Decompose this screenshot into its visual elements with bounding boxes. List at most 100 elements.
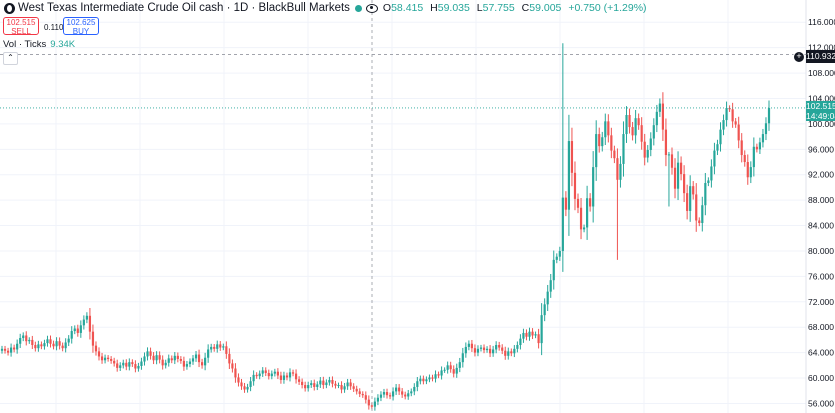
- symbol-legend[interactable]: West Texas Intermediate Crude Oil cash ·…: [0, 0, 651, 16]
- candle: [182, 356, 185, 371]
- candle-body: [116, 363, 119, 368]
- candle: [485, 346, 489, 353]
- candle-body: [122, 362, 125, 366]
- candle: [200, 358, 204, 369]
- candle: [595, 120, 598, 181]
- candle: [243, 382, 246, 393]
- add-price-level-button[interactable]: +: [793, 51, 805, 63]
- candle: [664, 118, 668, 167]
- candle: [579, 197, 583, 240]
- volume-legend[interactable]: Vol · Ticks 9.34K: [3, 39, 75, 50]
- candle: [119, 362, 122, 372]
- candle-body: [689, 186, 692, 211]
- candle: [125, 359, 128, 371]
- candle-body: [70, 331, 73, 339]
- candle-body: [185, 364, 189, 367]
- candle-body: [507, 351, 510, 356]
- last-price-label: 102.515 14:49:04: [806, 101, 835, 121]
- candle: [91, 324, 95, 353]
- candle: [413, 383, 416, 396]
- candle-body: [182, 360, 185, 367]
- candle-body: [382, 392, 386, 395]
- candle: [549, 273, 552, 298]
- candle-body: [264, 370, 267, 373]
- price-tick-label: 92.000: [808, 170, 834, 180]
- candle-body: [43, 343, 46, 347]
- candle-body: [719, 129, 722, 145]
- symbol-title[interactable]: West Texas Intermediate Crude Oil cash ·…: [18, 2, 350, 14]
- buy-button[interactable]: 102.625 BUY: [63, 17, 99, 35]
- candle: [167, 354, 170, 367]
- candle: [225, 341, 228, 359]
- candle: [34, 341, 37, 352]
- candle-body: [764, 123, 768, 135]
- candle: [237, 373, 240, 387]
- volume-legend-label: Vol · Ticks: [3, 39, 47, 50]
- candle-body: [740, 140, 743, 156]
- candle: [683, 165, 686, 203]
- candle-body: [495, 345, 498, 350]
- candle-body: [470, 343, 474, 349]
- candle-body: [385, 392, 389, 396]
- candle-body: [358, 391, 361, 394]
- candle-body: [613, 150, 616, 159]
- candle-body: [307, 385, 310, 389]
- candle-body: [158, 355, 161, 360]
- candle-body: [113, 360, 116, 364]
- candle: [352, 383, 355, 392]
- candle-body: [449, 365, 452, 370]
- candle-body: [234, 368, 237, 378]
- candle-body: [758, 142, 762, 150]
- candle: [276, 368, 279, 380]
- candle: [210, 343, 213, 353]
- sell-button[interactable]: 102.515 SELL: [3, 17, 39, 35]
- candle-body: [655, 111, 658, 126]
- candle-body: [364, 395, 367, 400]
- price-tick-label: 96.000: [808, 144, 834, 154]
- candle: [301, 378, 304, 389]
- candle: [649, 132, 652, 157]
- candle-body: [3, 348, 7, 351]
- candle-body: [37, 344, 40, 349]
- candle-body: [25, 335, 28, 342]
- candle-body: [476, 348, 480, 353]
- candle-body: [110, 358, 113, 361]
- candle-body: [610, 135, 613, 151]
- candle: [467, 340, 470, 351]
- candle-body: [679, 162, 683, 175]
- candle: [273, 368, 276, 377]
- candle: [361, 391, 364, 398]
- candle-body: [725, 108, 728, 121]
- candle-body: [19, 338, 22, 344]
- candle: [258, 370, 261, 380]
- candle-body: [267, 372, 270, 377]
- candle-body: [667, 154, 671, 156]
- candle-body: [552, 259, 555, 281]
- candle: [740, 133, 743, 163]
- candle: [46, 335, 49, 347]
- candle: [661, 92, 664, 141]
- candle: [176, 352, 179, 363]
- candle-body: [194, 354, 198, 359]
- candle: [534, 331, 537, 339]
- candle: [482, 344, 486, 354]
- candle: [446, 361, 449, 374]
- candle-body: [564, 197, 567, 210]
- candle: [764, 117, 768, 141]
- price-axis[interactable]: 56.000 60.000 64.000 68.000 72.000 76.000 80.0…: [808, 17, 835, 408]
- candle-body: [519, 338, 522, 346]
- candle-body: [164, 362, 167, 366]
- candle-body: [604, 121, 607, 138]
- candle-body: [243, 386, 246, 390]
- candle: [252, 370, 255, 386]
- eye-icon[interactable]: [365, 3, 378, 13]
- candle-body: [428, 377, 431, 380]
- candle-body: [592, 167, 595, 207]
- chevron-up-icon[interactable]: ⌃: [3, 52, 18, 65]
- candle: [601, 131, 604, 152]
- candle-body: [461, 353, 464, 363]
- candle: [107, 355, 110, 362]
- candle-body: [155, 355, 158, 361]
- candle: [164, 359, 167, 369]
